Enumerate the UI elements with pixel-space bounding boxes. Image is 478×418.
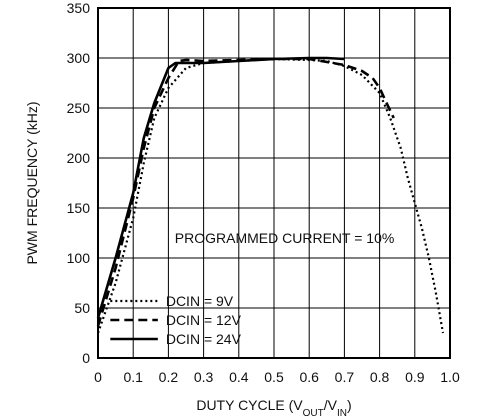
y-tick-label: 50	[74, 300, 90, 316]
y-tick-label: 200	[67, 150, 91, 166]
y-tick-label: 300	[67, 50, 91, 66]
x-tick-label: 0.3	[194, 369, 214, 385]
x-tick-label: 0.9	[405, 369, 425, 385]
legend-label-1: DCIN = 9V	[166, 293, 234, 309]
series-line-1	[96, 57, 445, 334]
x-tick-label: 0.5	[264, 369, 284, 385]
y-tick-label: 350	[67, 0, 91, 16]
x-tick-label: 0.2	[159, 369, 179, 385]
x-tick-label: 1.0	[440, 369, 460, 385]
y-tick-label: 0	[82, 350, 90, 366]
x-tick-label: 0	[94, 369, 102, 385]
x-axis-label-close: )	[347, 397, 352, 413]
x-tick-label: 0.4	[229, 369, 249, 385]
series-line-3	[96, 56, 345, 319]
x-tick-label: 0.6	[299, 369, 319, 385]
y-tick-label: 250	[67, 100, 91, 116]
x-axis-label-main: DUTY CYCLE (V	[196, 397, 303, 413]
x-axis-label-slash: /V	[324, 397, 338, 413]
plot-frame	[97, 7, 451, 359]
legend-label-2: DCIN = 12V	[166, 312, 242, 328]
x-tick-label: 0.8	[370, 369, 390, 385]
series-lines	[96, 56, 445, 334]
x-tick-label: 0.1	[123, 369, 143, 385]
x-axis-label-sub-in: IN	[337, 408, 347, 418]
x-tick-labels: 0 0.1 0.2 0.3 0.4 0.5 0.6 0.7 0.8 0.9 1.0	[94, 369, 460, 385]
x-axis-label: DUTY CYCLE (VOUT/VIN)	[196, 397, 351, 418]
y-tick-labels: 0 50 100 150 200 250 300 350	[67, 0, 91, 366]
y-tick-label: 100	[67, 250, 91, 266]
series-line-2	[96, 57, 395, 327]
legend-label-3: DCIN = 24V	[166, 331, 242, 347]
y-tick-label: 150	[67, 200, 91, 216]
y-axis-label: PWM FREQUENCY (kHz)	[24, 101, 40, 264]
legend: DCIN = 9V DCIN = 12V DCIN = 24V	[110, 293, 242, 347]
annotation-programmed-current: PROGRAMMED CURRENT = 10%	[175, 230, 395, 246]
grid	[98, 8, 450, 358]
x-axis-label-sub-out: OUT	[303, 408, 324, 418]
x-tick-label: 0.7	[335, 369, 355, 385]
